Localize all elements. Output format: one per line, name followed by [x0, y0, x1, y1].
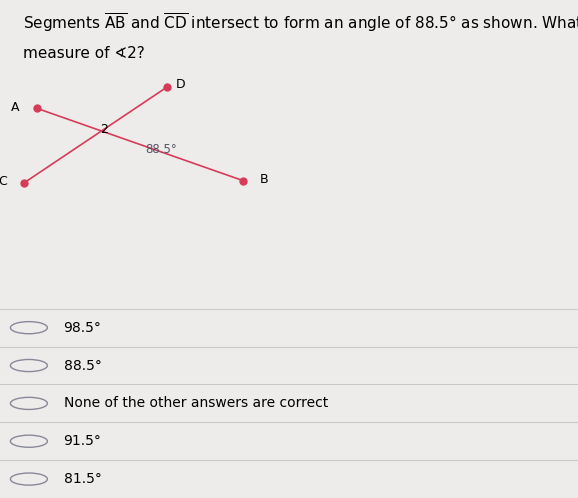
Point [19, 179, 28, 187]
Point [162, 83, 172, 91]
Text: A: A [11, 101, 20, 114]
Text: 88.5°: 88.5° [64, 359, 102, 373]
Point [32, 104, 42, 112]
Text: measure of ∢2?: measure of ∢2? [23, 46, 145, 61]
Point [238, 177, 247, 185]
Text: D: D [176, 78, 185, 91]
Text: 81.5°: 81.5° [64, 472, 102, 486]
Text: B: B [260, 173, 269, 186]
Text: 2: 2 [100, 124, 108, 136]
Text: 91.5°: 91.5° [64, 434, 102, 448]
Text: C: C [0, 175, 6, 188]
Text: 88.5°: 88.5° [145, 143, 177, 156]
Text: None of the other answers are correct: None of the other answers are correct [64, 396, 328, 410]
Text: 98.5°: 98.5° [64, 321, 102, 335]
Text: Segments $\overline{\rm AB}$ and $\overline{\rm CD}$ intersect to form an angle : Segments $\overline{\rm AB}$ and $\overl… [23, 11, 578, 34]
